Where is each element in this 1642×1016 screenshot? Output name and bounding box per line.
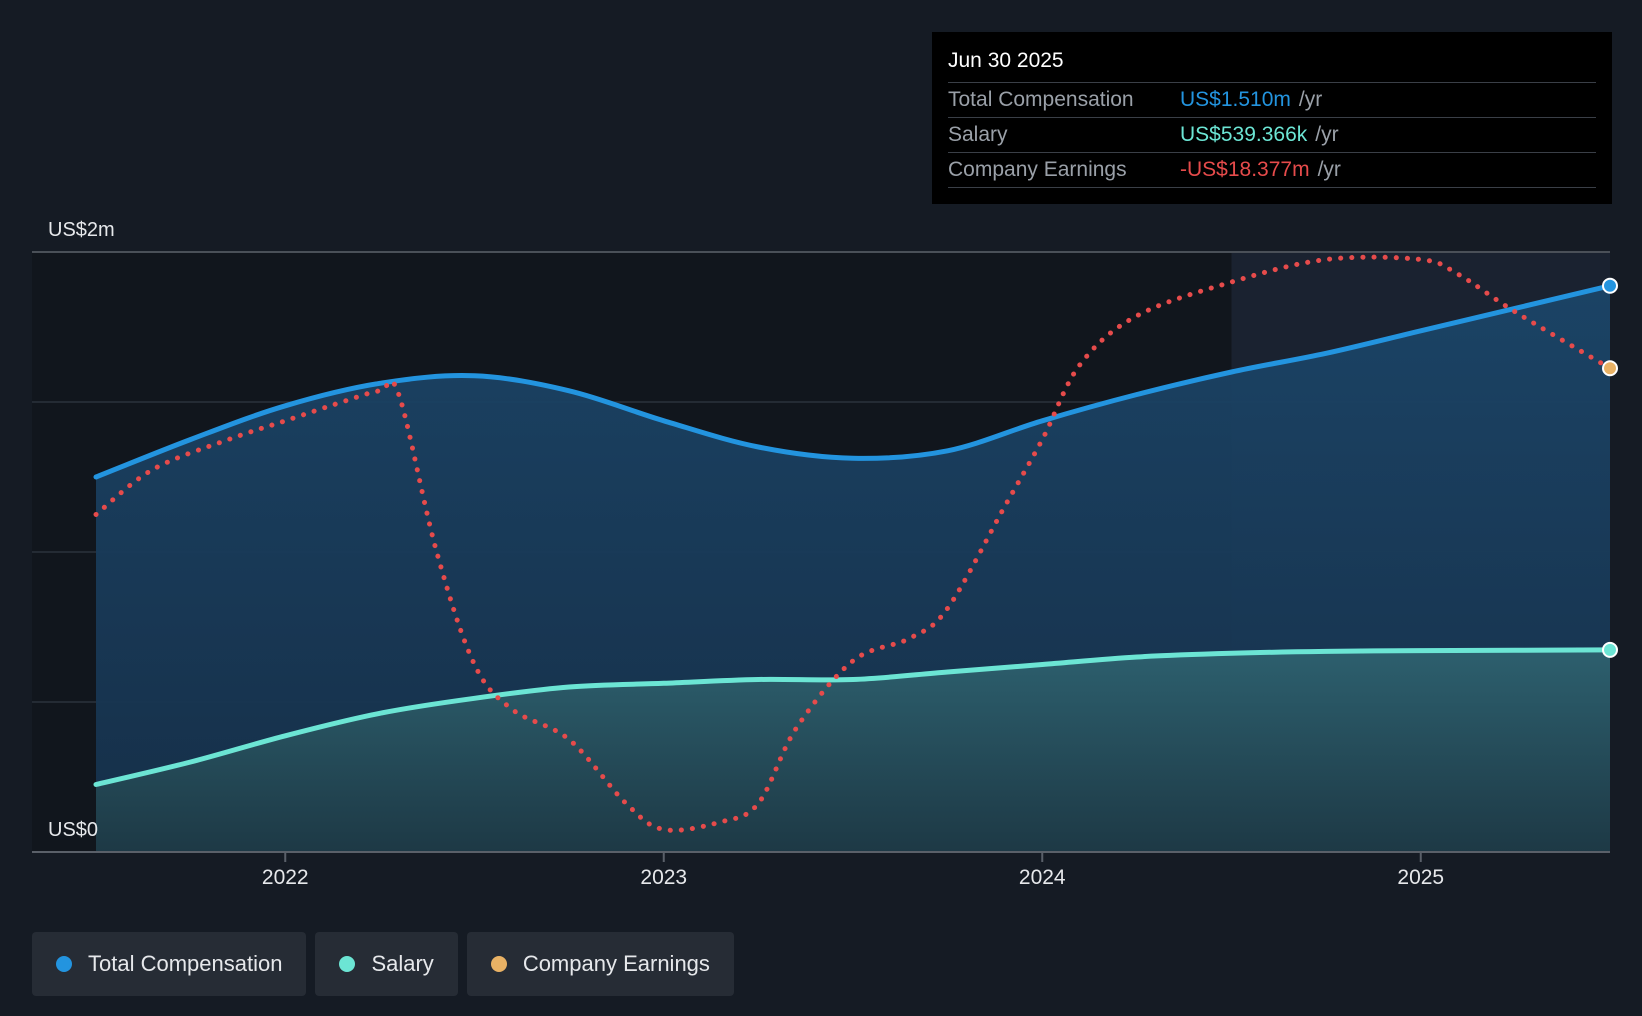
salary-end-marker[interactable] — [1602, 641, 1618, 658]
tooltip-row-company-earnings: Company Earnings -US$18.377m /yr — [948, 152, 1596, 188]
tooltip-unit: /yr — [1315, 123, 1339, 146]
tooltip-label: Salary — [948, 123, 1008, 146]
tooltip-unit: /yr — [1317, 158, 1341, 181]
legend-label: Company Earnings — [522, 951, 710, 976]
tooltip-value: -US$18.377m — [1180, 158, 1310, 181]
legend-label: Salary — [371, 951, 434, 976]
tooltip-row-salary: Salary US$539.366k /yr — [948, 117, 1596, 152]
x-axis-ticks: 2022 2023 2024 2025 — [262, 852, 1444, 889]
salary-line — [93, 647, 1613, 787]
tooltip-label: Company Earnings — [948, 158, 1127, 181]
legend-dot-icon — [56, 956, 72, 972]
total-compensation-line — [93, 283, 1613, 480]
legend-item-salary[interactable]: Salary — [315, 932, 458, 996]
x-tick-label: 2022 — [262, 866, 309, 889]
legend-item-total-compensation[interactable]: Total Compensation — [32, 932, 307, 996]
tooltip-value: US$1.510m — [1180, 88, 1291, 111]
x-tick-label: 2024 — [1019, 866, 1066, 889]
legend: Total Compensation Salary Company Earnin… — [32, 932, 734, 996]
legend-dot-icon — [490, 956, 507, 972]
legend-dot-icon — [339, 956, 356, 972]
legend-label: Total Compensation — [88, 951, 283, 976]
company-earnings-line — [93, 254, 1613, 833]
tooltip-value: US$539.366k — [1180, 123, 1308, 146]
tooltip: Jun 30 2025 Total Compensation US$1.510m… — [932, 32, 1612, 204]
y-axis-top-label: US$2m — [48, 219, 115, 241]
x-tick-label: 2023 — [640, 866, 687, 889]
y-axis-bottom-label: US$0 — [48, 819, 98, 841]
x-tick-label: 2025 — [1397, 866, 1444, 889]
tooltip-label: Total Compensation — [948, 88, 1134, 111]
total-compensation-end-marker[interactable] — [1602, 277, 1618, 294]
tooltip-unit: /yr — [1298, 88, 1323, 111]
tooltip-row-total-compensation: Total Compensation US$1.510m /yr — [948, 82, 1596, 117]
tooltip-date: Jun 30 2025 — [948, 49, 1064, 72]
legend-item-company-earnings[interactable]: Company Earnings — [466, 932, 734, 996]
company-earnings-end-marker[interactable] — [1602, 360, 1618, 377]
